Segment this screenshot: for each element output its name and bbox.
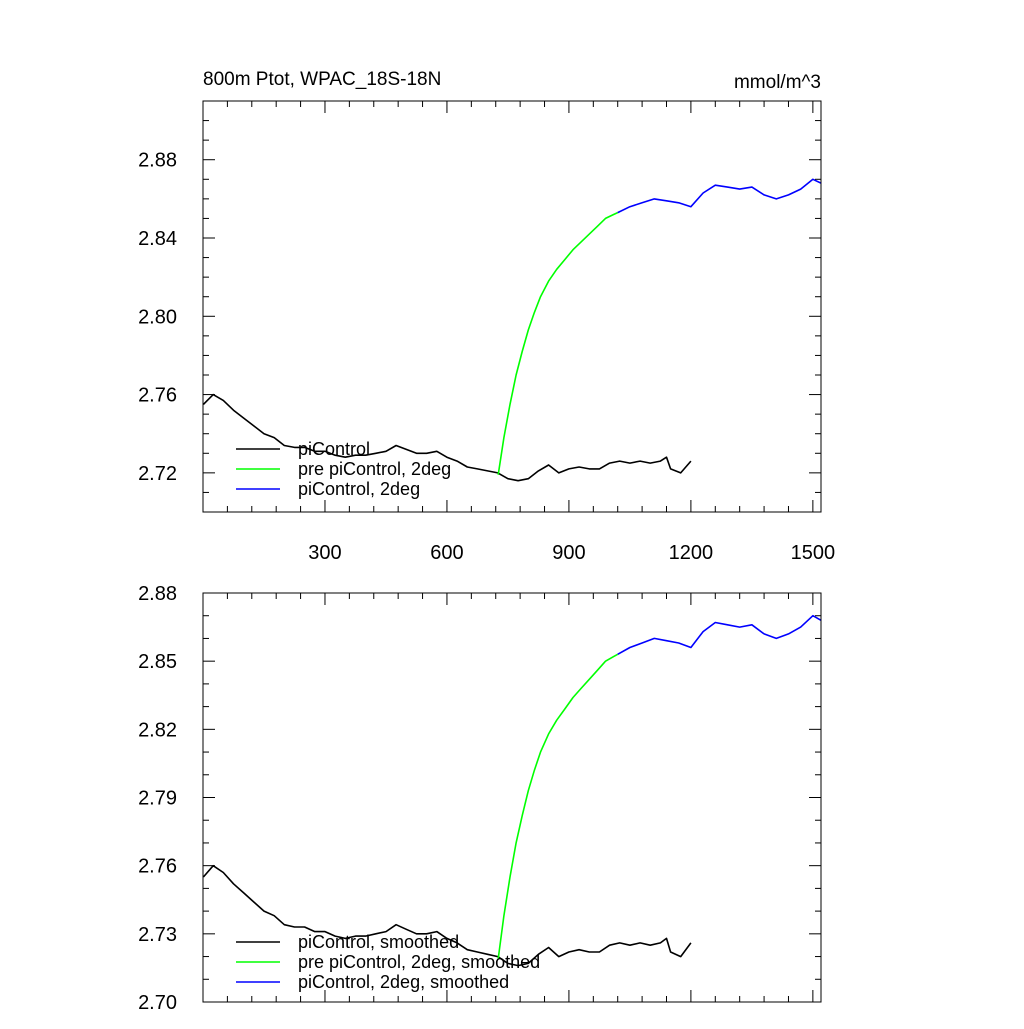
- y-tick-label: 2.82: [138, 719, 177, 741]
- x-tick-label: 900: [552, 542, 585, 564]
- series-group: [203, 178, 821, 482]
- y-tick-label: 2.70: [138, 992, 177, 1014]
- legend-label: piControl, 2deg, smoothed: [298, 972, 509, 992]
- series-line-2: [497, 211, 619, 475]
- series-line-1: [203, 393, 692, 482]
- y-tick-label: 2.85: [138, 651, 177, 673]
- y-tick-label: 2.76: [138, 385, 177, 407]
- legend-label: piControl: [298, 439, 370, 459]
- y-tick-label: 2.76: [138, 856, 177, 878]
- series-group: [203, 614, 821, 967]
- x-tick-label: 1200: [669, 542, 714, 564]
- legend-label: pre piControl, 2deg: [298, 459, 451, 479]
- y-tick-label: 2.88: [138, 150, 177, 172]
- series-line-2: [497, 653, 619, 959]
- y-tick-label: 2.80: [138, 306, 177, 328]
- y-tick-label: 2.84: [138, 228, 177, 250]
- series-line-3: [617, 178, 821, 214]
- units-label: mmol/m^3: [734, 72, 821, 93]
- plot-frame: [202, 100, 822, 513]
- y-tick-label: 2.79: [138, 788, 177, 810]
- plot-frame: [202, 592, 822, 1003]
- legend-label: piControl, 2deg: [298, 479, 420, 499]
- chart-panel-1: 2.72 2.76 2.80 2.84 2.88 300 600 900 1200 1500 800…: [138, 69, 835, 564]
- legend-label: pre piControl, 2deg, smoothed: [298, 952, 540, 972]
- chart-title: 800m Ptot, WPAC_18S-18N: [203, 69, 441, 90]
- series-line-3: [617, 614, 821, 655]
- legend-label: piControl, smoothed: [298, 932, 459, 952]
- x-tick-label: 1500: [791, 542, 836, 564]
- x-tick-label: 600: [430, 542, 463, 564]
- series-line-1: [203, 864, 692, 967]
- x-tick-label: 300: [308, 542, 341, 564]
- y-tick-label: 2.73: [138, 924, 177, 946]
- y-tick-label: 2.88: [138, 583, 177, 605]
- y-tick-label: 2.72: [138, 463, 177, 485]
- chart-panel-2: 2.70 2.73 2.76 2.79 2.82 2.85 2.88 piControl, s…: [138, 583, 822, 1014]
